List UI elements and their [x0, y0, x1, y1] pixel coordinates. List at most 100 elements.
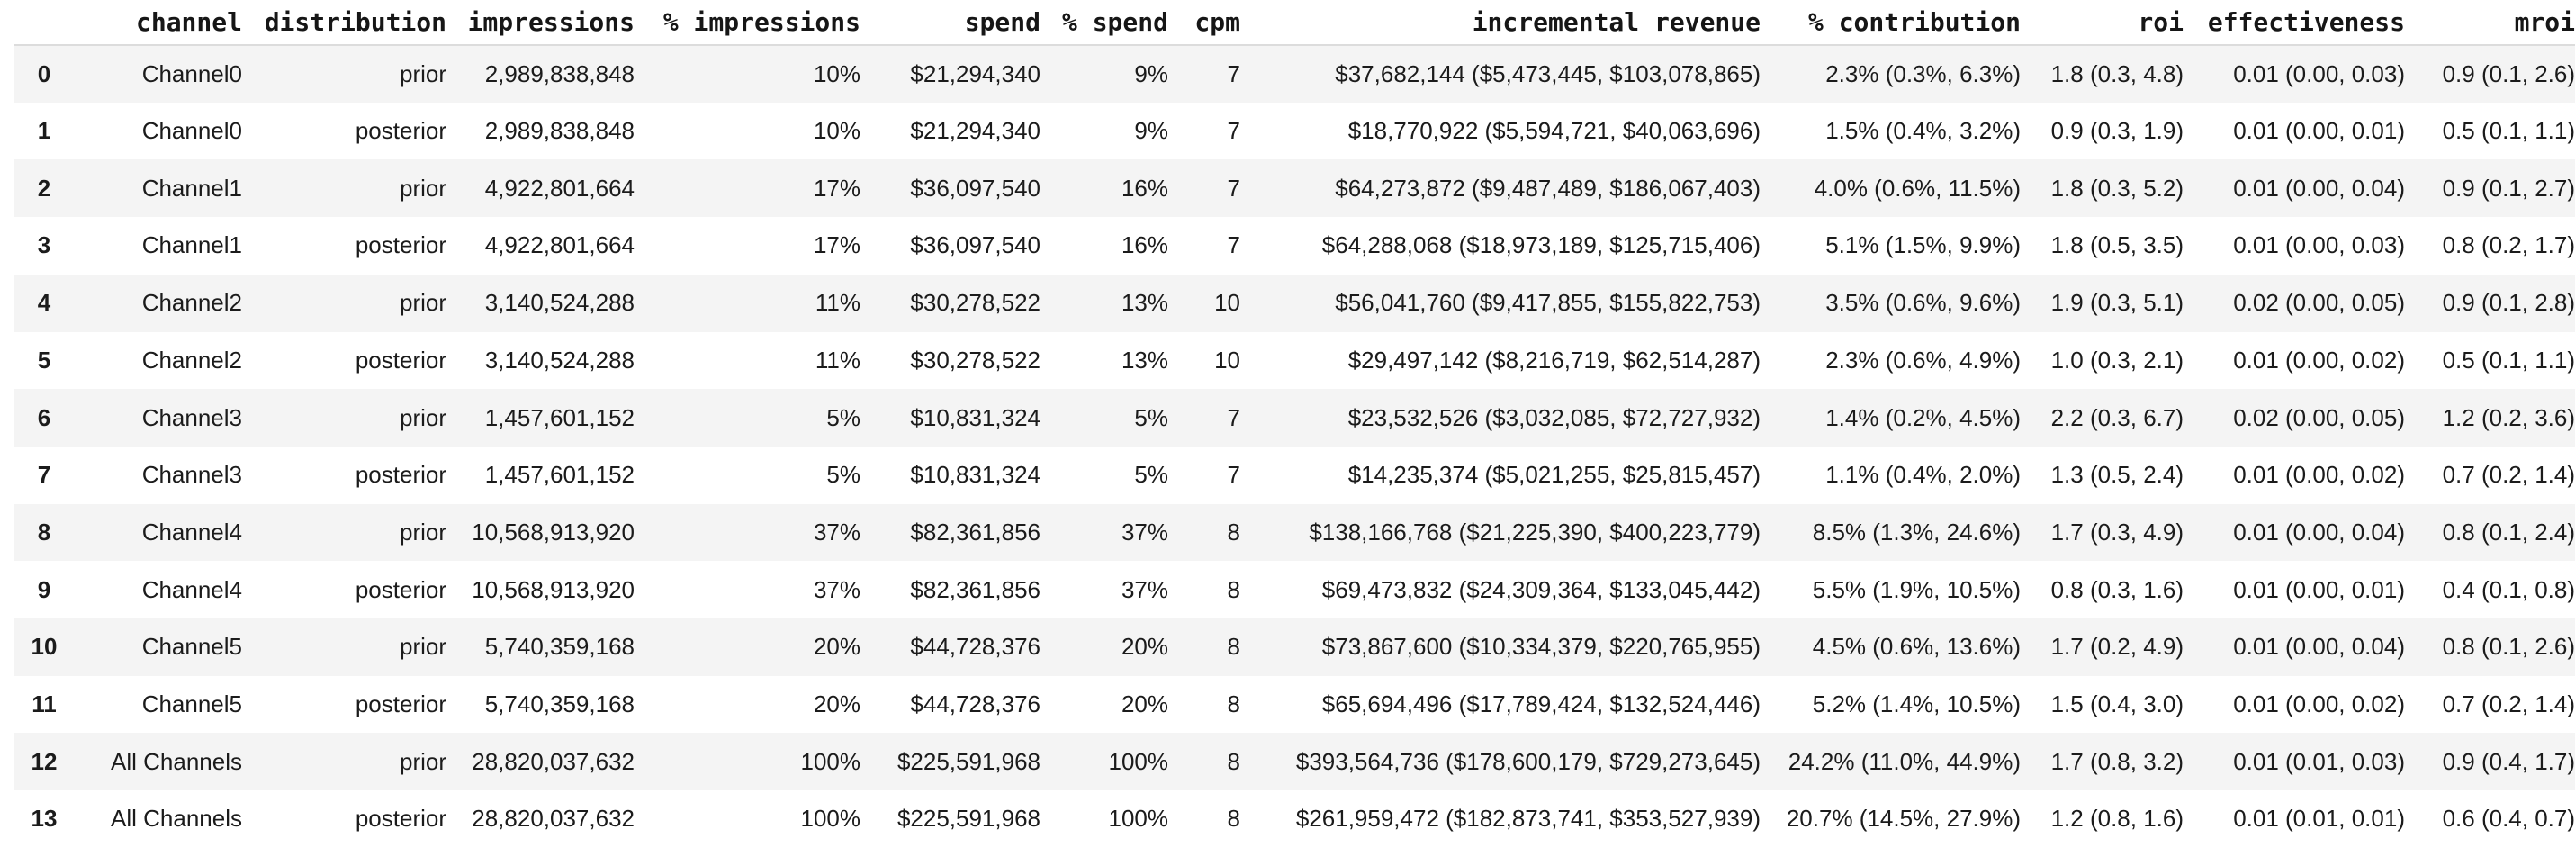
- cell-mroi: 0.5 (0.1, 1.1): [2442, 346, 2575, 374]
- column-header-pct-spend: % spend: [1040, 0, 1168, 46]
- cell-roi: 2.2 (0.3, 6.7): [2050, 403, 2184, 431]
- cell-spend: $82,361,856: [910, 575, 1040, 603]
- cell-effectiveness: 0.01 (0.00, 0.04): [2233, 518, 2405, 546]
- cell-cpm: 7: [1227, 403, 1240, 431]
- cell-mroi: 0.9 (0.1, 2.6): [2442, 59, 2575, 87]
- table-row: 4 Channel2 prior 3,140,524,288 11% $30,278,52…: [14, 274, 2575, 332]
- column-header-incremental-revenue: incremental revenue: [1240, 0, 1761, 46]
- cell-distribution: posterior: [355, 805, 446, 833]
- cell-pct_spend: 5%: [1134, 403, 1168, 431]
- cell-roi: 1.7 (0.8, 3.2): [2050, 747, 2184, 775]
- cell-impressions: 3,140,524,288: [484, 289, 635, 317]
- cell-pct_impressions: 11%: [815, 289, 860, 317]
- column-header-pct-contribution: % contribution: [1761, 0, 2021, 46]
- row-index: 3: [37, 231, 51, 259]
- cell-pct_contribution: 24.2% (11.0%, 44.9%): [1788, 747, 2021, 775]
- cell-pct_contribution: 5.5% (1.9%, 10.5%): [1812, 575, 2021, 603]
- cell-pct_impressions: 37%: [813, 518, 860, 546]
- column-header-pct-impressions: % impressions: [635, 0, 860, 46]
- cell-incremental_revenue: $56,041,760 ($9,417,855, $155,822,753): [1335, 289, 1761, 317]
- cell-mroi: 0.9 (0.4, 1.7): [2442, 747, 2575, 775]
- cell-effectiveness: 0.01 (0.00, 0.02): [2233, 690, 2405, 718]
- cell-pct_spend: 37%: [1121, 518, 1168, 546]
- cell-pct_spend: 37%: [1121, 575, 1168, 603]
- cell-channel: Channel1: [141, 174, 242, 202]
- cell-effectiveness: 0.01 (0.00, 0.03): [2233, 231, 2405, 259]
- cell-distribution: prior: [399, 747, 446, 775]
- cell-distribution: posterior: [355, 231, 446, 259]
- row-index: 12: [31, 747, 58, 775]
- cell-cpm: 10: [1214, 346, 1240, 374]
- table-row: 6 Channel3 prior 1,457,601,152 5% $10,831,324…: [14, 389, 2575, 447]
- cell-impressions: 2,989,838,848: [484, 59, 635, 87]
- cell-distribution: posterior: [355, 575, 446, 603]
- cell-impressions: 1,457,601,152: [484, 461, 635, 489]
- table-body: 0 Channel0 prior 2,989,838,848 10% $21,294,34…: [14, 45, 2575, 848]
- column-header-roi: roi: [2021, 0, 2184, 46]
- row-index: 7: [37, 461, 51, 489]
- cell-mroi: 0.4 (0.1, 0.8): [2442, 575, 2575, 603]
- cell-pct_contribution: 1.5% (0.4%, 3.2%): [1825, 117, 2021, 145]
- cell-incremental_revenue: $18,770,922 ($5,594,721, $40,063,696): [1347, 117, 1761, 145]
- cell-roi: 1.3 (0.5, 2.4): [2050, 461, 2184, 489]
- cell-distribution: prior: [399, 59, 446, 87]
- cell-distribution: posterior: [355, 690, 446, 718]
- row-index: 2: [37, 174, 51, 202]
- cell-mroi: 0.7 (0.2, 1.4): [2442, 690, 2575, 718]
- cell-spend: $44,728,376: [910, 690, 1040, 718]
- cell-pct_contribution: 2.3% (0.3%, 6.3%): [1825, 59, 2021, 87]
- cell-distribution: prior: [399, 633, 446, 661]
- cell-mroi: 0.5 (0.1, 1.1): [2442, 117, 2575, 145]
- table-row: 8 Channel4 prior 10,568,913,920 37% $82,361,8…: [14, 503, 2575, 562]
- cell-roi: 1.8 (0.3, 4.8): [2050, 59, 2184, 87]
- cell-roi: 0.8 (0.3, 1.6): [2050, 575, 2184, 603]
- cell-roi: 1.8 (0.3, 5.2): [2050, 174, 2184, 202]
- cell-pct_impressions: 37%: [813, 575, 860, 603]
- cell-incremental_revenue: $23,532,526 ($3,032,085, $72,727,932): [1347, 403, 1761, 431]
- cell-incremental_revenue: $73,867,600 ($10,334,379, $220,765,955): [1321, 633, 1761, 661]
- cell-pct_impressions: 17%: [813, 174, 860, 202]
- row-index: 4: [37, 289, 51, 317]
- header-row: channel distribution impressions % impre…: [14, 0, 2575, 46]
- cell-effectiveness: 0.01 (0.01, 0.01): [2233, 805, 2405, 833]
- cell-distribution: posterior: [355, 117, 446, 145]
- cell-spend: $10,831,324: [910, 403, 1040, 431]
- cell-spend: $44,728,376: [910, 633, 1040, 661]
- cell-effectiveness: 0.02 (0.00, 0.05): [2233, 289, 2405, 317]
- cell-cpm: 7: [1227, 174, 1240, 202]
- row-index: 10: [31, 633, 58, 661]
- cell-spend: $36,097,540: [910, 231, 1040, 259]
- cell-spend: $225,591,968: [896, 747, 1040, 775]
- row-index: 1: [37, 117, 51, 145]
- cell-channel: Channel3: [141, 403, 242, 431]
- cell-channel: Channel4: [141, 518, 242, 546]
- cell-channel: Channel0: [141, 117, 242, 145]
- cell-incremental_revenue: $29,497,142 ($8,216,719, $62,514,287): [1347, 346, 1761, 374]
- cell-pct_spend: 16%: [1121, 231, 1168, 259]
- cell-incremental_revenue: $393,564,736 ($178,600,179, $729,273,645…: [1295, 747, 1761, 775]
- cell-distribution: posterior: [355, 461, 446, 489]
- cell-impressions: 10,568,913,920: [472, 518, 635, 546]
- cell-pct_impressions: 11%: [815, 346, 860, 374]
- cell-spend: $30,278,522: [910, 346, 1040, 374]
- cell-impressions: 28,820,037,632: [472, 747, 635, 775]
- cell-pct_contribution: 2.3% (0.6%, 4.9%): [1825, 346, 2021, 374]
- row-index: 8: [37, 518, 51, 546]
- cell-pct_spend: 5%: [1134, 461, 1168, 489]
- cell-pct_spend: 9%: [1134, 59, 1168, 87]
- table-row: 0 Channel0 prior 2,989,838,848 10% $21,294,34…: [14, 45, 2575, 103]
- cell-incremental_revenue: $64,273,872 ($9,487,489, $186,067,403): [1335, 174, 1761, 202]
- cell-mroi: 0.8 (0.1, 2.6): [2442, 633, 2575, 661]
- table-row: 12 All Channels prior 28,820,037,632 100% $22…: [14, 733, 2575, 791]
- cell-cpm: 8: [1227, 747, 1240, 775]
- cell-cpm: 8: [1227, 633, 1240, 661]
- cell-pct_impressions: 5%: [826, 403, 860, 431]
- cell-impressions: 2,989,838,848: [484, 117, 635, 145]
- cell-spend: $21,294,340: [910, 117, 1040, 145]
- cell-cpm: 10: [1214, 289, 1240, 317]
- column-header-mroi: mroi: [2405, 0, 2575, 46]
- cell-mroi: 0.7 (0.2, 1.4): [2442, 461, 2575, 489]
- cell-roi: 1.7 (0.2, 4.9): [2050, 633, 2184, 661]
- cell-pct_impressions: 100%: [800, 805, 861, 833]
